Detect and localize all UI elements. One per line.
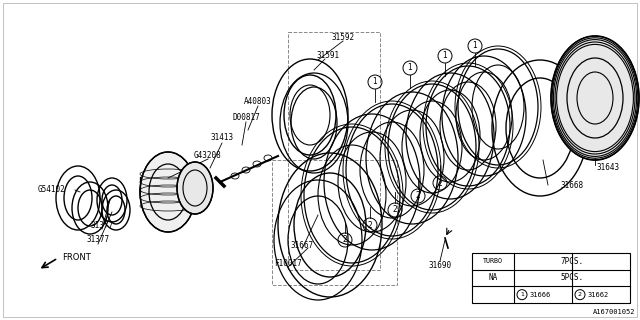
Text: 31662: 31662 — [588, 292, 609, 298]
Text: 31591: 31591 — [316, 51, 340, 60]
Ellipse shape — [140, 152, 196, 232]
Ellipse shape — [551, 36, 639, 160]
Text: NA: NA — [488, 274, 498, 283]
Ellipse shape — [177, 162, 213, 214]
Text: G43208: G43208 — [194, 150, 222, 159]
Text: 2: 2 — [415, 191, 420, 201]
Text: 31690: 31690 — [428, 260, 452, 269]
Text: 1: 1 — [443, 52, 447, 60]
Text: 31666: 31666 — [530, 292, 551, 298]
Text: 1: 1 — [472, 42, 477, 51]
Text: 1: 1 — [372, 77, 378, 86]
Bar — [288, 32, 380, 270]
Text: 7PCS.: 7PCS. — [561, 257, 584, 266]
Text: 2: 2 — [438, 179, 442, 188]
Text: TURBO: TURBO — [483, 258, 503, 264]
Text: D00817: D00817 — [232, 114, 260, 123]
Text: 2: 2 — [342, 236, 348, 244]
Text: 31592: 31592 — [332, 33, 355, 42]
Text: A40803: A40803 — [244, 98, 272, 107]
Text: 1: 1 — [520, 292, 524, 297]
Text: 31643: 31643 — [596, 164, 620, 172]
Text: G54102: G54102 — [38, 186, 66, 195]
Bar — [472, 253, 630, 303]
Text: 2: 2 — [367, 220, 372, 229]
Text: 31377: 31377 — [86, 236, 109, 244]
Text: 1: 1 — [408, 63, 412, 73]
Text: 31668: 31668 — [561, 180, 584, 189]
Bar — [272, 160, 397, 285]
Text: 31377: 31377 — [90, 220, 113, 229]
Text: A167001052: A167001052 — [593, 309, 635, 315]
Text: 2: 2 — [392, 205, 397, 214]
Text: F10017: F10017 — [274, 259, 302, 268]
Text: 5PCS.: 5PCS. — [561, 274, 584, 283]
Text: 2: 2 — [578, 292, 582, 297]
Text: FRONT: FRONT — [62, 253, 91, 262]
Text: 31667: 31667 — [291, 241, 314, 250]
Text: 31413: 31413 — [211, 133, 234, 142]
